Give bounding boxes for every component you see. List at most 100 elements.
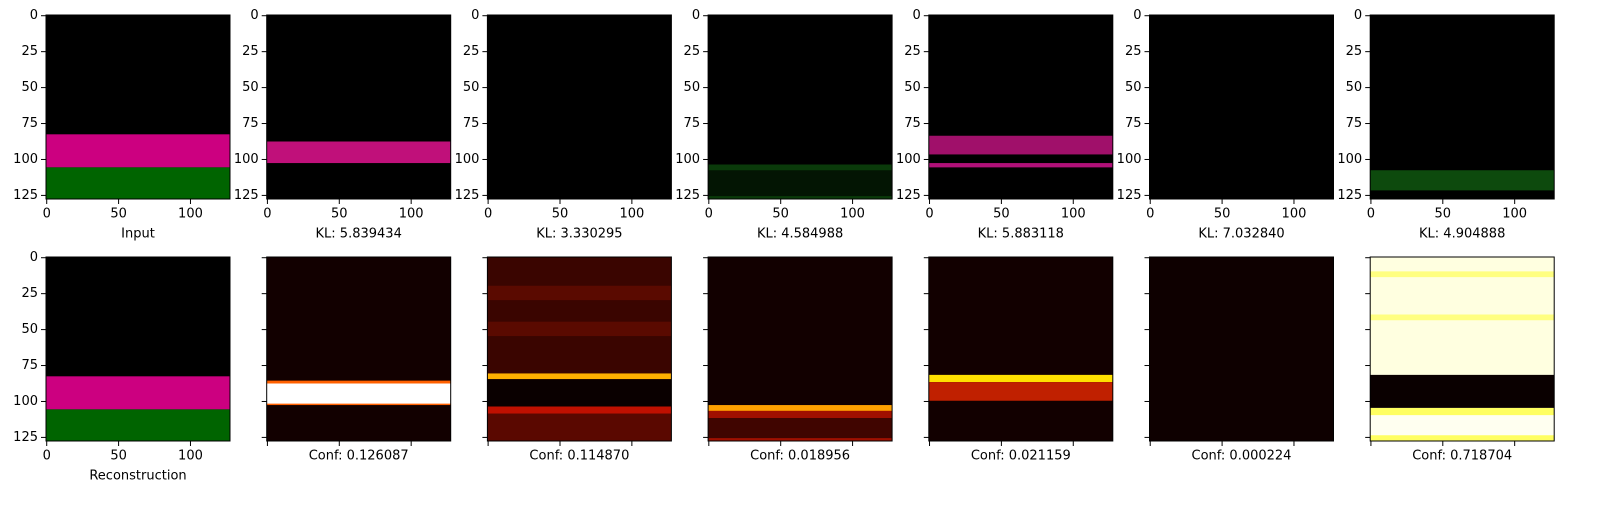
- image-region: [1149, 257, 1334, 441]
- y-tick-label: 125: [234, 188, 259, 203]
- x-axis-label: Conf: 0.718704: [1412, 449, 1512, 464]
- x-tick-label: 0: [1146, 207, 1154, 222]
- x-tick-label: 100: [840, 207, 865, 222]
- image-region: [487, 379, 672, 407]
- x-tick-label: 50: [1214, 207, 1231, 222]
- x-tick-label: 0: [705, 207, 713, 222]
- x-tick-label: 100: [1282, 207, 1307, 222]
- x-tick-label: 50: [110, 207, 127, 222]
- y-tick-label: 75: [242, 116, 259, 131]
- y-tick-label: 25: [904, 44, 921, 59]
- x-tick-label: 50: [1435, 207, 1452, 222]
- x-tick-label: 0: [263, 207, 271, 222]
- image-region: [708, 405, 893, 411]
- x-axis-label: Conf: 0.000224: [1192, 449, 1292, 464]
- y-tick-label: 75: [21, 116, 38, 131]
- image-region: [1149, 15, 1334, 199]
- panel: Conf: 0.021159: [923, 256, 1114, 464]
- y-tick-label: 100: [13, 152, 38, 167]
- panel: 0 50 100 0 25 50 75 100 125 Reconstruction: [13, 250, 231, 484]
- x-axis-label: Reconstruction: [89, 469, 186, 484]
- x-tick-label: 0: [43, 449, 51, 464]
- y-tick-label: 0: [913, 8, 921, 23]
- panel: Conf: 0.126087: [261, 256, 452, 464]
- x-axis-label: KL: 3.330295: [536, 227, 622, 242]
- image-region: [928, 15, 1113, 199]
- axes-frame: [266, 14, 452, 200]
- y-tick-label: 0: [471, 8, 479, 23]
- x-tick-label: 100: [178, 207, 203, 222]
- image-region: [1370, 170, 1555, 191]
- y-tick-label: 0: [250, 8, 258, 23]
- x-tick-label: 50: [110, 449, 127, 464]
- image-region: [46, 409, 230, 441]
- image-region: [928, 163, 1113, 168]
- panel: 0 50 100 0 25 50 75 100 125 KL: 4.584988: [675, 8, 893, 242]
- y-tick-label: 100: [1337, 152, 1362, 167]
- x-tick-label: 100: [1061, 207, 1086, 222]
- image-region: [928, 135, 1113, 155]
- y-tick-label: 25: [242, 44, 259, 59]
- panel: Conf: 0.114870: [482, 256, 672, 464]
- image-region: [46, 376, 230, 410]
- x-tick-label: 50: [331, 207, 348, 222]
- y-tick-label: 100: [675, 152, 700, 167]
- panel: 0 50 100 0 25 50 75 100 125 KL: 5.839434: [234, 8, 452, 242]
- image-region: [1370, 15, 1555, 199]
- y-tick-label: 75: [684, 116, 701, 131]
- image-region: [46, 134, 230, 168]
- panel: 0 50 100 0 25 50 75 100 125 KL: 3.330295: [455, 8, 672, 242]
- image-region: [928, 382, 1113, 401]
- x-tick-label: 100: [399, 207, 424, 222]
- x-tick-label: 0: [925, 207, 933, 222]
- x-axis-label: KL: 7.032840: [1198, 227, 1284, 242]
- panel: Conf: 0.018956: [703, 256, 893, 464]
- y-tick-label: 125: [675, 188, 700, 203]
- image-region: [487, 413, 672, 441]
- y-tick-label: 100: [896, 152, 921, 167]
- image-region: [266, 383, 451, 404]
- panel: 0 50 100 0 25 50 75 100 125 KL: 4.904888: [1337, 8, 1555, 242]
- y-tick-label: 125: [896, 188, 921, 203]
- y-tick-label: 25: [1346, 44, 1363, 59]
- axes-frame: [1369, 14, 1555, 200]
- panel: Conf: 0.718704: [1365, 256, 1555, 464]
- image-region: [487, 15, 672, 199]
- axes-frame: [45, 256, 231, 442]
- y-tick-label: 0: [30, 250, 38, 265]
- axes-frame: [266, 256, 452, 442]
- y-tick-label: 100: [455, 152, 480, 167]
- axes-frame: [707, 256, 893, 442]
- axes-frame: [1149, 14, 1334, 200]
- y-tick-label: 50: [684, 80, 701, 95]
- image-region: [1370, 271, 1555, 278]
- y-tick-label: 25: [1125, 44, 1142, 59]
- y-tick-label: 50: [242, 80, 259, 95]
- y-tick-label: 0: [30, 8, 38, 23]
- x-axis-label: Input: [121, 227, 155, 242]
- y-tick-label: 75: [1125, 116, 1142, 131]
- image-region: [266, 15, 451, 199]
- y-tick-label: 25: [21, 44, 38, 59]
- y-tick-label: 50: [904, 80, 921, 95]
- y-tick-label: 100: [1117, 152, 1142, 167]
- image-region: [708, 418, 893, 439]
- image-region: [487, 373, 672, 380]
- image-region: [487, 406, 672, 414]
- y-tick-label: 25: [463, 44, 480, 59]
- x-tick-label: 0: [43, 207, 51, 222]
- axes-frame: [1369, 256, 1555, 442]
- y-tick-label: 0: [692, 8, 700, 23]
- y-tick-label: 50: [1125, 80, 1142, 95]
- y-tick-label: 125: [13, 430, 38, 445]
- y-tick-label: 125: [455, 188, 480, 203]
- y-tick-label: 75: [463, 116, 480, 131]
- x-tick-label: 50: [993, 207, 1010, 222]
- y-tick-label: 75: [21, 358, 38, 373]
- y-tick-label: 125: [1337, 188, 1362, 203]
- axes-frame: [486, 256, 672, 442]
- image-region: [487, 285, 672, 301]
- x-axis-label: Conf: 0.126087: [309, 449, 409, 464]
- y-tick-label: 25: [684, 44, 701, 59]
